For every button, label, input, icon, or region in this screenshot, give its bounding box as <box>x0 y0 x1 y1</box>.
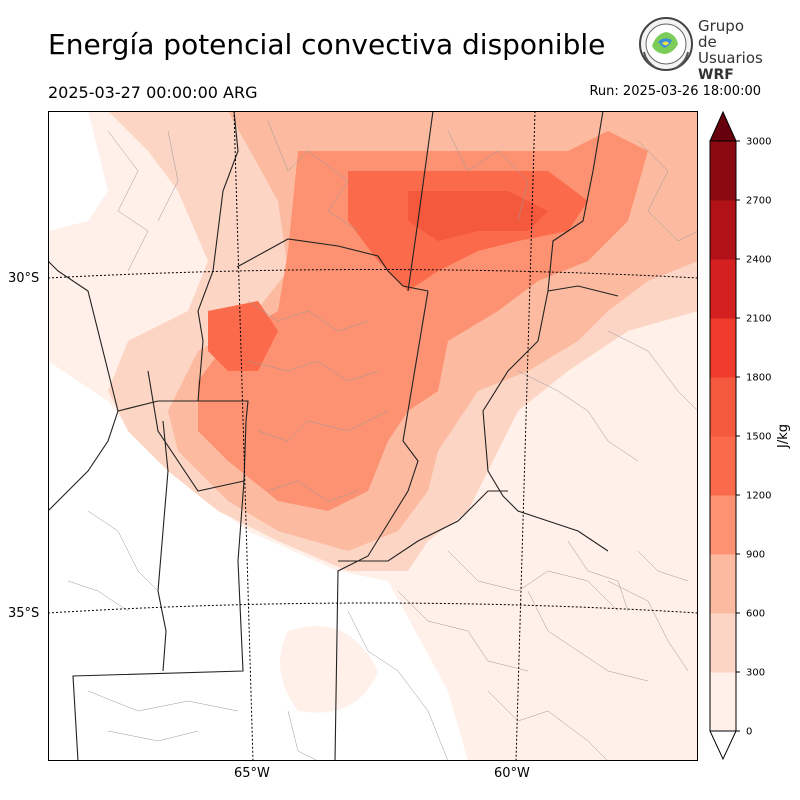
colorbar-unit-label: J/kg <box>776 424 791 448</box>
meridian-60w <box>515 111 536 761</box>
run-time: Run: 2025-03-26 18:00:00 <box>589 84 761 99</box>
globe-logo-icon <box>639 17 693 71</box>
valid-time: 2025-03-27 00:00:00 ARG <box>48 83 258 102</box>
colorbar-segment <box>710 377 736 437</box>
cape-map <box>48 111 698 761</box>
graticule <box>48 111 698 761</box>
colorbar-segment <box>710 554 736 614</box>
department-borders <box>67 120 698 761</box>
map-title: Energía potencial convectiva disponible <box>48 28 606 61</box>
logo-line-1: Grupo de <box>698 17 744 51</box>
colorbar-segment <box>710 318 736 378</box>
lat-label-35s: 35°S <box>8 606 40 621</box>
parallel-30s <box>48 269 698 279</box>
logo-text: Grupo de Usuarios WRF <box>698 18 763 83</box>
map-frame <box>48 111 698 761</box>
logo-line-2: Usuarios <box>698 49 763 67</box>
cape-shading-lowfield-south <box>280 626 378 713</box>
parallel-35s <box>48 602 698 614</box>
cape-shading-1200-1500-west <box>208 301 278 371</box>
colorbar-extend-high <box>709 110 737 142</box>
colorbar-segment <box>710 672 736 732</box>
colorbar-tick-label: 2400 <box>746 255 771 266</box>
colorbar-extend-low <box>709 730 737 761</box>
logo-line-3: WRF <box>698 67 734 83</box>
lon-label-65w: 65°W <box>234 766 270 781</box>
colorbar-tick-label: 1500 <box>746 432 771 443</box>
colorbar-tick-label: 900 <box>746 550 765 561</box>
cape-shading-1500-1800 <box>408 191 548 241</box>
colorbar-tick-label: 0 <box>746 727 752 738</box>
colorbar-tick-label: 3000 <box>746 137 771 148</box>
lat-label-30s: 30°S <box>8 271 40 286</box>
colorbar-segment <box>710 613 736 673</box>
lon-label-60w: 60°W <box>494 766 530 781</box>
colorbar-tick-label: 600 <box>746 609 765 620</box>
colorbar-segment <box>710 200 736 260</box>
colorbar-segment <box>710 141 736 201</box>
colorbar-tick-label: 1200 <box>746 491 771 502</box>
colorbar: 0 300 600 900 1200 1500 1800 2100 2400 2700 3000 <box>709 110 771 761</box>
colorbar-segment <box>710 436 736 496</box>
meridian-65w <box>233 111 254 761</box>
colorbar-tick-label: 2100 <box>746 314 771 325</box>
colorbar-tick-label: 1800 <box>746 373 771 384</box>
colorbar-segment <box>710 259 736 319</box>
province-borders <box>48 111 619 761</box>
colorbar-tick-label: 300 <box>746 668 765 679</box>
wrf-logo: Grupo de Usuarios WRF <box>638 16 763 83</box>
colorbar-tick-label: 2700 <box>746 196 771 207</box>
colorbar-segment <box>710 495 736 555</box>
